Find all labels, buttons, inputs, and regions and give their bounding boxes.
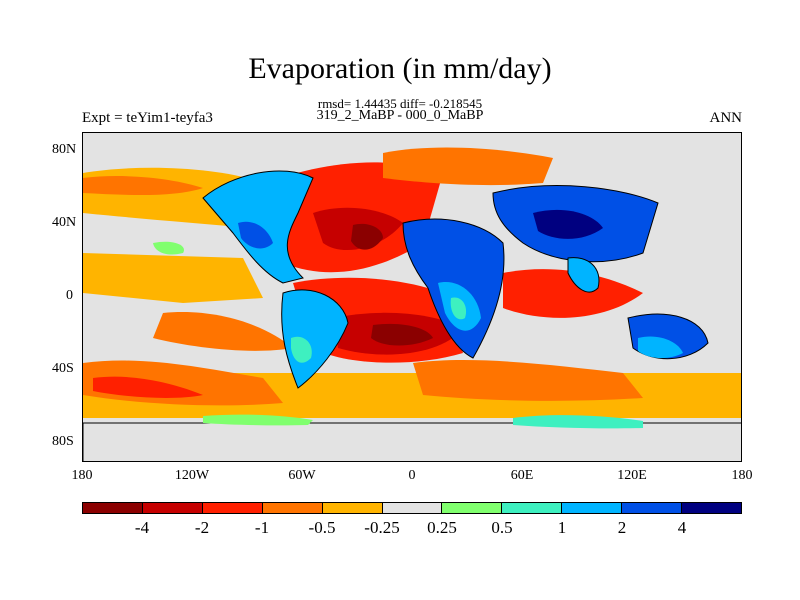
lon-tick-60e: 60E: [510, 468, 534, 483]
colorbar-segment: [142, 503, 203, 513]
south-atlantic-core: [371, 323, 433, 346]
australia-light: [638, 336, 683, 359]
colorbar-label: -4: [134, 518, 150, 537]
colorbar-label: 0.5: [491, 518, 513, 537]
north-indian-red: [503, 269, 643, 318]
colorbar-segment: [442, 503, 503, 513]
colorbar-segment: [202, 503, 263, 513]
lat-tick-40n: 40N: [52, 215, 77, 230]
colorbar-segment: [322, 503, 383, 513]
south-green-2: [203, 414, 313, 426]
south-pacific-red: [93, 376, 203, 398]
colorbar-label: -2: [194, 518, 210, 537]
north-america-core: [238, 221, 273, 249]
map-title: Evaporation (in mm/day): [248, 52, 552, 85]
lat-tick-80n: 80N: [52, 142, 77, 157]
map-panel: [82, 132, 742, 462]
asia-core: [533, 209, 603, 239]
map-subtitle: 319_2_MaBP - 000_0_MaBP: [316, 108, 484, 123]
lon-tick-120e: 120E: [617, 468, 647, 483]
south-green: [513, 415, 643, 429]
colorbar-label: -0.25: [364, 518, 400, 537]
colorbar-label: 4: [677, 518, 687, 537]
lon-tick-60w: 60W: [288, 468, 316, 483]
colorbar-label: 1: [557, 518, 567, 537]
south-america-teal: [291, 336, 312, 363]
colorbar-segment: [83, 503, 143, 513]
lon-tick-180w: 180: [71, 468, 93, 483]
lat-tick-40s: 40S: [52, 361, 74, 376]
north-sea-orange: [383, 147, 553, 186]
colorbar-segment: [622, 503, 683, 513]
india-land: [567, 257, 600, 293]
tropical-pacific-orange: [83, 253, 263, 303]
south-indian-orange: [413, 360, 643, 401]
season-label: ANN: [709, 110, 743, 126]
lat-tick-0: 0: [66, 288, 73, 303]
colorbar-segment: [502, 503, 563, 513]
east-pacific-orange: [153, 312, 293, 351]
colorbar-label: 0.25: [427, 518, 457, 537]
antarctica-land: [83, 422, 741, 461]
colorbar-label: 2: [617, 518, 627, 537]
colorbar-segment: [682, 503, 741, 513]
north-atlantic-core: [351, 223, 383, 250]
stats-line: rmsd= 1.44435 diff= -0.218545: [317, 96, 483, 111]
experiment-label: Expt = teYim1-teyfa3: [82, 110, 213, 126]
colorbar-label: -1: [254, 518, 270, 537]
lon-tick-120w: 120W: [174, 468, 210, 483]
lat-tick-80s: 80S: [52, 434, 74, 449]
south-america-land: [281, 289, 349, 389]
lon-tick-0: 0: [408, 468, 416, 483]
colorbar-label: -0.5: [308, 518, 336, 537]
africa-teal: [450, 297, 467, 320]
colorbar: [82, 502, 742, 514]
pacific-green: [153, 241, 184, 255]
evaporation-map: [83, 133, 741, 461]
colorbar-segment: [562, 503, 623, 513]
colorbar-segment: [382, 503, 443, 513]
north-pacific-red: [83, 176, 203, 196]
colorbar-segment: [262, 503, 323, 513]
lon-tick-180e: 180: [731, 468, 753, 483]
